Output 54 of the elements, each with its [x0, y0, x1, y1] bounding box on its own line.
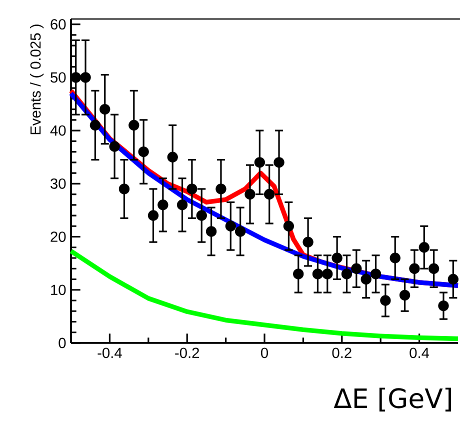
point: [409, 263, 420, 274]
point: [341, 268, 352, 280]
point: [390, 252, 400, 264]
point: [80, 72, 91, 83]
point: [206, 226, 217, 237]
point: [138, 146, 149, 158]
point: [234, 226, 246, 237]
point: [176, 200, 188, 210]
x-tick-label: 0: [260, 348, 268, 358]
point: [167, 152, 178, 162]
point: [100, 104, 110, 115]
point: [302, 236, 314, 248]
point: [293, 268, 304, 280]
point: [254, 157, 266, 168]
x-tick-label: 0.2: [332, 348, 352, 358]
line-series: [68, 248, 460, 342]
point: [264, 188, 275, 200]
x-tick-label: -0.4: [98, 348, 122, 358]
point: [312, 268, 324, 280]
y-tick-label: 10: [51, 284, 66, 296]
point: [370, 268, 382, 280]
x-axis-title: ΔE [GeV]: [334, 388, 451, 412]
point: [158, 200, 168, 210]
y-axis-title: Events / ( 0.025 ): [30, 24, 44, 134]
point: [118, 184, 130, 194]
point: [186, 184, 198, 194]
point: [244, 188, 256, 200]
x-tick-label: -0.2: [175, 348, 200, 358]
point: [360, 274, 372, 285]
point: [322, 268, 333, 280]
y-tick-label: 20: [50, 232, 66, 242]
point: [418, 242, 430, 253]
point: [148, 210, 159, 221]
point: [216, 184, 226, 194]
point: [332, 252, 342, 264]
x-tick-label: 0.4: [410, 348, 430, 358]
point: [399, 290, 410, 301]
point: [438, 300, 449, 312]
point: [128, 120, 140, 131]
y-tick-label: 30: [50, 178, 66, 189]
point: [380, 295, 391, 306]
point: [428, 263, 440, 274]
y-tick-label: 0: [58, 338, 66, 348]
y-tick-label: 40: [50, 125, 66, 136]
point: [70, 72, 82, 83]
point: [274, 157, 284, 168]
point: [196, 210, 207, 221]
point: [225, 220, 236, 232]
point: [283, 220, 294, 232]
point: [351, 263, 362, 274]
point: [90, 120, 101, 131]
y-tick-label: 60: [50, 19, 66, 30]
point: [109, 141, 120, 152]
y-tick-label: 50: [50, 72, 66, 83]
